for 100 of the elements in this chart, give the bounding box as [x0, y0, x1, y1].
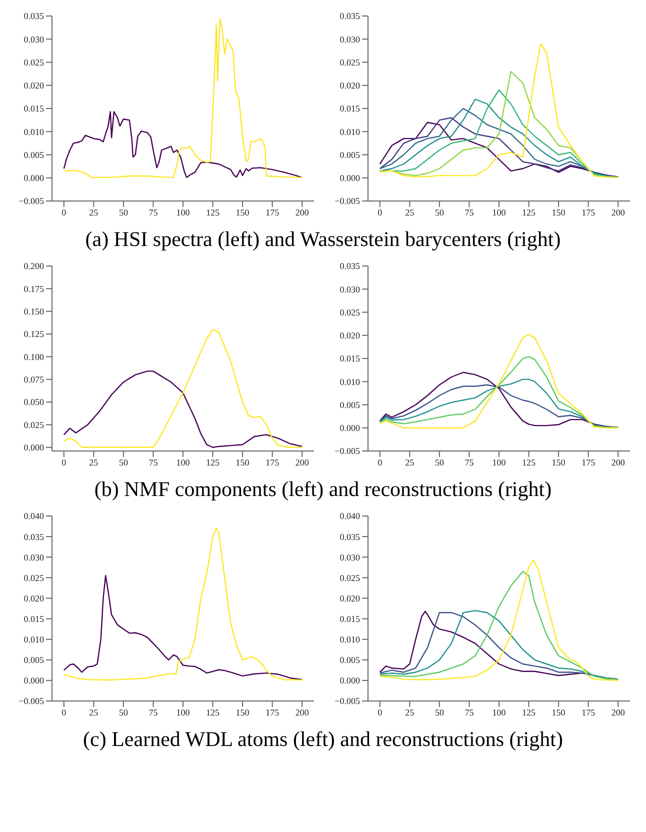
- x-tick-label: 175: [582, 707, 596, 718]
- line-series: [63, 370, 303, 448]
- y-tick-label: 0.030: [340, 284, 360, 294]
- x-tick-label: 25: [89, 207, 99, 218]
- y-tick-label: 0.020: [340, 593, 360, 604]
- x-tick-label: 100: [492, 207, 506, 218]
- line-series: [379, 334, 619, 428]
- y-tick-label: 0.005: [340, 400, 360, 410]
- line-series: [63, 328, 303, 448]
- x-tick-label: 75: [464, 457, 474, 468]
- y-tick-label: 0.000: [24, 676, 44, 686]
- x-tick-label: 175: [266, 207, 280, 218]
- x-tick-label: 0: [62, 707, 67, 718]
- x-tick-label: 75: [464, 207, 474, 218]
- y-tick-label: 0.030: [24, 552, 44, 562]
- x-tick-label: 100: [176, 457, 190, 468]
- x-tick-label: 0: [62, 457, 67, 468]
- y-tick-label: 0.030: [340, 34, 360, 44]
- y-tick-label: 0.100: [24, 352, 44, 362]
- y-tick-label: 0.000: [340, 676, 360, 686]
- x-tick-label: 50: [434, 457, 444, 468]
- x-tick-label: 200: [611, 707, 626, 718]
- x-tick-label: 175: [266, 457, 280, 468]
- x-tick-label: 125: [522, 457, 536, 468]
- text: (b) NMF components (left) and reconstructions (right): [93, 477, 553, 502]
- y-tick-label: 0.015: [24, 614, 44, 624]
- x-tick-label: 25: [405, 457, 415, 468]
- y-tick-label: 0.015: [24, 104, 44, 114]
- y-tick-label: 0.030: [340, 552, 360, 562]
- x-tick-label: 25: [89, 457, 99, 468]
- x-tick-label: 75: [148, 457, 158, 468]
- x-tick-label: 125: [206, 707, 220, 718]
- y-tick-label: 0.015: [340, 104, 360, 114]
- y-tick-label: 0.035: [340, 261, 360, 272]
- y-tick-label: 0.035: [24, 532, 44, 542]
- y-tick-label: 0.025: [24, 572, 44, 583]
- x-tick-label: 50: [434, 207, 444, 218]
- y-tick-label: 0.005: [24, 655, 44, 666]
- y-tick-label: 0.175: [24, 284, 44, 294]
- x-tick-label: 150: [236, 457, 250, 468]
- x-tick-label: 125: [206, 207, 220, 218]
- x-tick-label: 100: [492, 707, 506, 718]
- x-tick-label: 150: [236, 207, 250, 218]
- y-tick-label: 0.005: [340, 655, 360, 666]
- x-tick-label: 50: [118, 707, 128, 718]
- y-tick-label: 0.000: [340, 173, 360, 184]
- y-tick-label: −0.005: [18, 696, 44, 706]
- x-tick-label: 200: [611, 457, 626, 468]
- y-tick-label: 0.075: [24, 374, 44, 385]
- y-tick-label: 0.005: [340, 150, 360, 160]
- line-series: [379, 43, 619, 178]
- x-tick-label: 25: [405, 707, 415, 718]
- x-tick-label: 150: [552, 457, 566, 468]
- x-tick-label: 75: [464, 707, 474, 718]
- x-tick-label: 150: [236, 707, 250, 718]
- x-tick-label: 75: [148, 707, 158, 718]
- x-tick-label: 0: [378, 207, 383, 218]
- y-tick-label: 0.150: [24, 306, 44, 317]
- x-tick-label: 0: [378, 457, 383, 468]
- line-series: [63, 111, 303, 178]
- y-tick-label: 0.015: [340, 354, 360, 364]
- text: (c) Learned WDL atoms (left) and reconstructions (right): [82, 727, 564, 752]
- text: (a) HSI spectra (left) and Wasserstein barycenters (right): [84, 227, 562, 252]
- y-tick-label: 0.025: [340, 307, 360, 318]
- x-tick-label: 125: [206, 457, 220, 468]
- line-series: [63, 575, 303, 680]
- y-tick-label: 0.000: [340, 423, 360, 434]
- y-tick-label: 0.125: [24, 329, 44, 340]
- line-series: [379, 356, 619, 428]
- y-tick-label: 0.010: [340, 126, 360, 137]
- y-tick-label: 0.010: [24, 126, 44, 137]
- x-tick-label: 50: [118, 207, 128, 218]
- line-series: [63, 18, 303, 178]
- x-tick-label: 200: [295, 707, 310, 718]
- y-tick-label: 0.020: [340, 330, 360, 341]
- y-tick-label: 0.025: [340, 572, 360, 583]
- x-tick-label: 50: [434, 707, 444, 718]
- y-tick-label: 0.035: [340, 11, 360, 22]
- y-tick-label: 0.000: [24, 173, 44, 184]
- x-tick-label: 200: [295, 207, 310, 218]
- y-tick-label: −0.005: [334, 196, 360, 206]
- x-tick-label: 75: [148, 207, 158, 218]
- y-tick-label: −0.005: [334, 446, 360, 456]
- x-tick-label: 175: [266, 707, 280, 718]
- y-tick-label: 0.035: [24, 11, 44, 22]
- y-tick-label: 0.025: [340, 57, 360, 68]
- x-tick-label: 175: [582, 207, 596, 218]
- x-tick-label: 100: [492, 457, 506, 468]
- y-tick-label: 0.000: [24, 442, 44, 453]
- y-tick-label: −0.005: [18, 196, 44, 206]
- x-tick-label: 125: [522, 707, 536, 718]
- x-tick-label: 25: [89, 707, 99, 718]
- y-tick-label: 0.040: [24, 511, 44, 522]
- y-tick-label: 0.020: [340, 80, 360, 91]
- x-tick-label: 100: [176, 707, 190, 718]
- x-tick-label: 25: [405, 207, 415, 218]
- x-tick-label: 50: [118, 457, 128, 468]
- y-tick-label: −0.005: [334, 696, 360, 706]
- y-tick-label: 0.015: [340, 614, 360, 624]
- y-tick-label: 0.005: [24, 150, 44, 160]
